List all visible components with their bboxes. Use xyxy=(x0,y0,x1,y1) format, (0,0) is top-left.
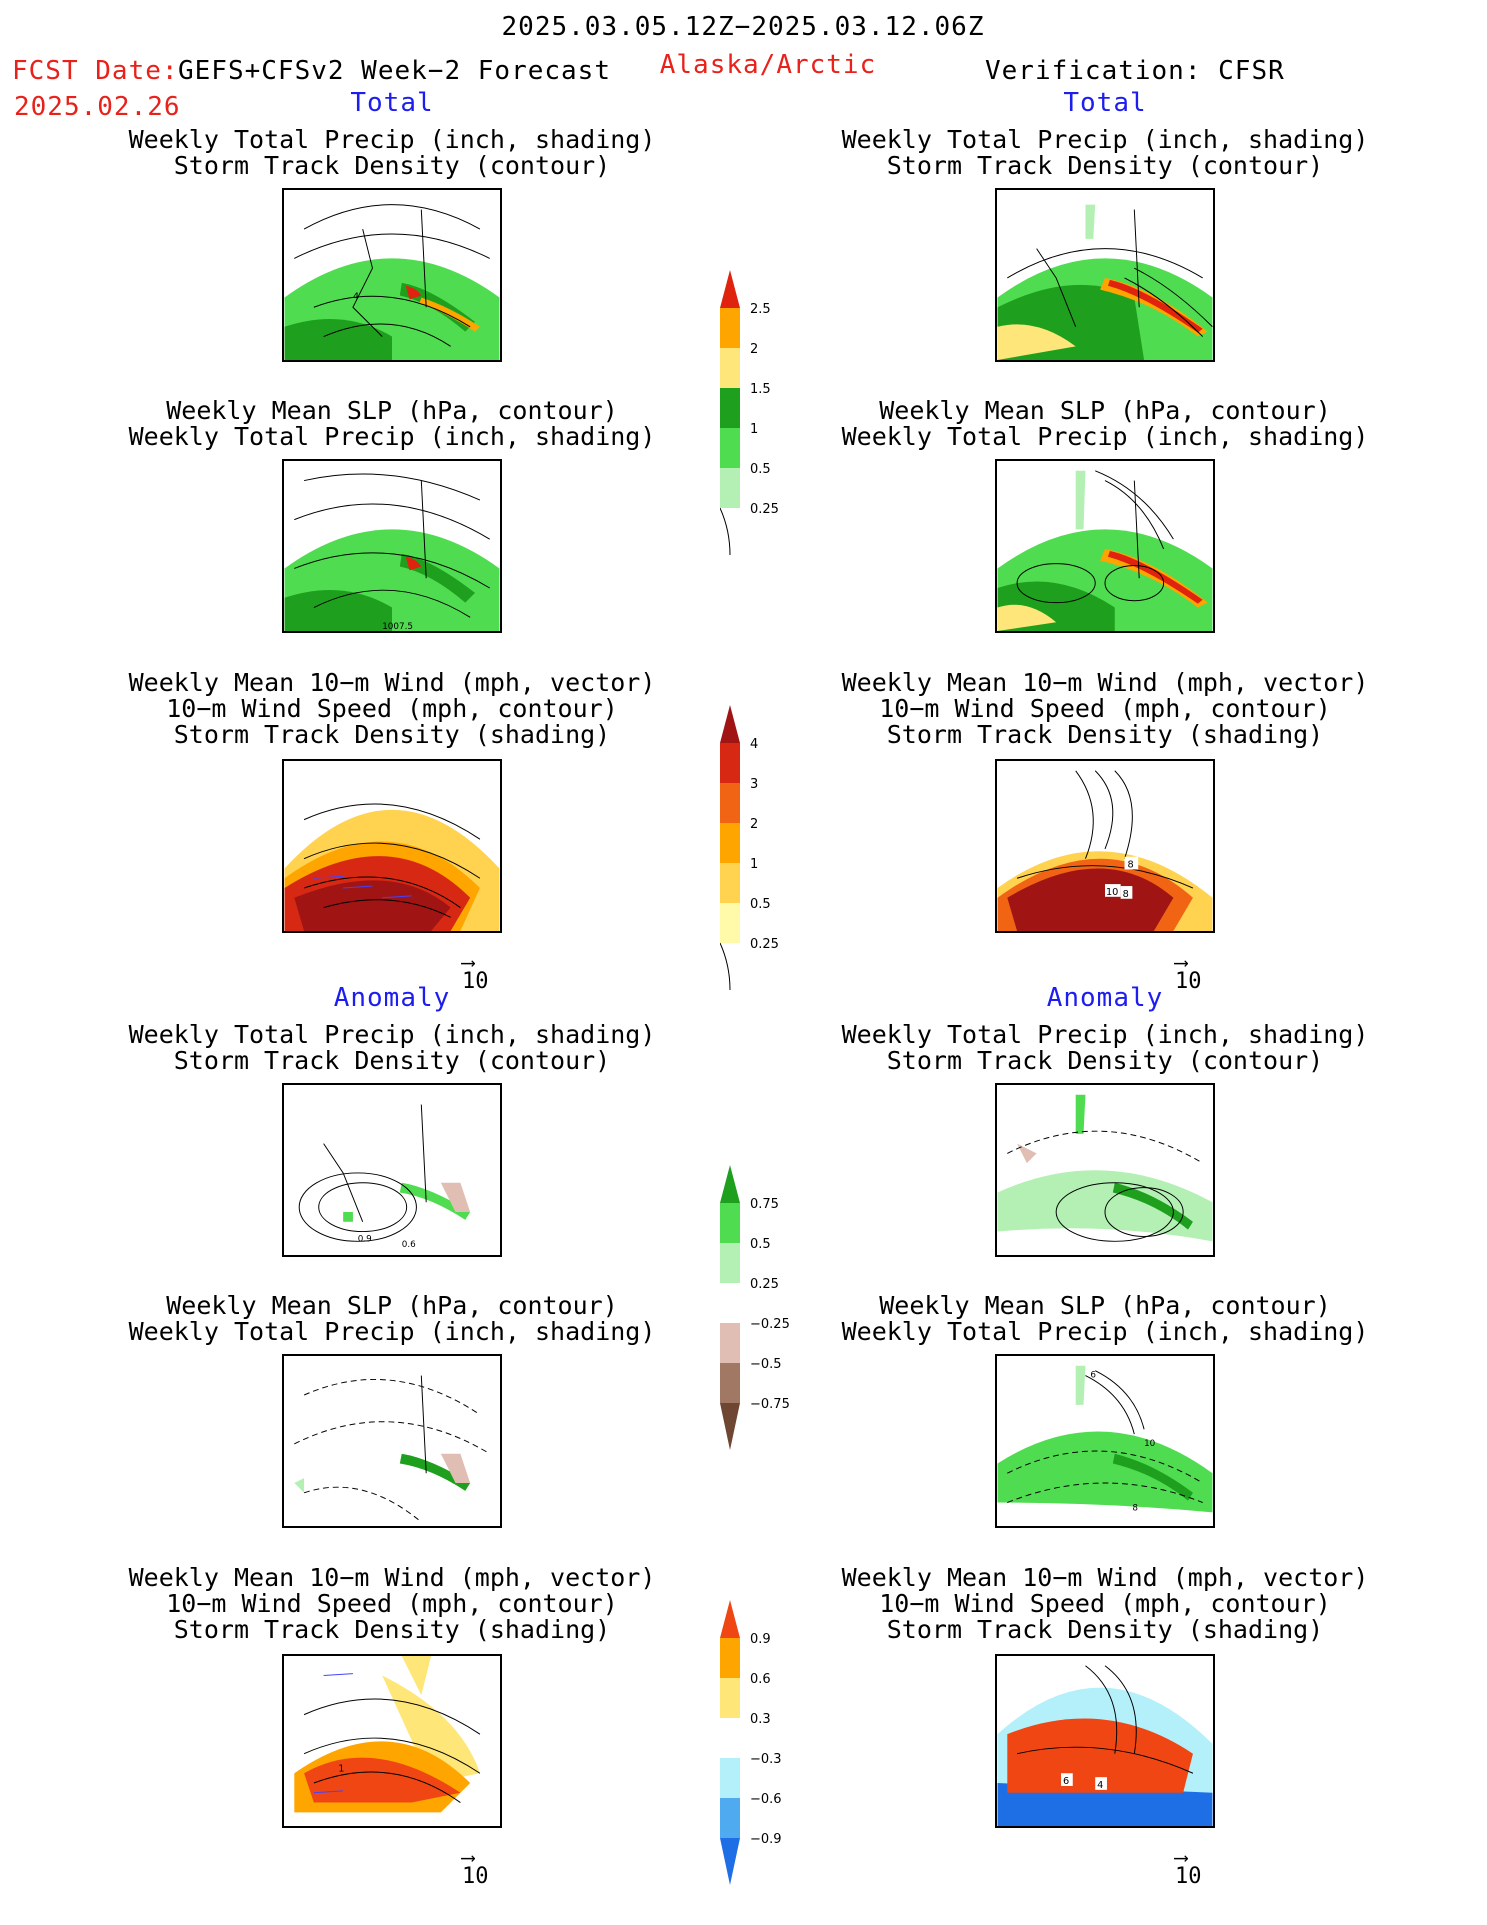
map-obs-anom-precip xyxy=(995,1083,1215,1257)
contour-label: 4 xyxy=(353,291,359,302)
map-fc-anom-precip: 0.9 0.6 xyxy=(282,1083,502,1257)
colorbar-storm-anomaly: 0.9 0.6 0.3 −0.3 −0.6 −0.9 xyxy=(720,1600,810,1885)
map-obs-total-wind: 8 10 8 xyxy=(995,759,1215,933)
right-arrow-icon: ⟶ xyxy=(462,1845,475,1869)
section-anomaly-forecast: Anomaly xyxy=(333,983,451,1013)
contour-label: 1007.5 xyxy=(382,622,413,631)
map-obs-total-precip xyxy=(995,188,1215,362)
fcst-model: GEFS+CFSv2 Week−2 Forecast xyxy=(178,56,611,86)
colorbar-storm: 4 3 2 1 0.5 0.25 xyxy=(720,705,810,990)
verification-label: Verification: CFSR xyxy=(985,56,1285,86)
contour-label: 8 xyxy=(1132,1503,1138,1513)
section-anomaly-verification: Anomaly xyxy=(1046,983,1164,1013)
map-obs-anom-wind: 6 4 xyxy=(995,1654,1215,1828)
section-total-verification: Total xyxy=(1063,88,1147,118)
right-arrow-icon: ⟶ xyxy=(1175,1845,1188,1869)
map-fc-anom-slp xyxy=(282,1354,502,1528)
vector-ref-obs-anom: ⟶ 10 xyxy=(1175,1845,1202,1889)
title-obs-total-wind: Weekly Mean 10−m Wind (mph, vector) 10−m … xyxy=(841,668,1369,749)
title-fc-total-precip: Weekly Total Precip (inch, shading) Storm… xyxy=(128,125,656,180)
contour-label: 4 xyxy=(1097,1780,1103,1791)
title-fc-total-slp: Weekly Mean SLP (hPa, contour) Weekly Tot… xyxy=(128,396,656,451)
title-obs-anom-slp: Weekly Mean SLP (hPa, contour) Weekly Tot… xyxy=(841,1291,1369,1346)
vector-ref-obs-total: ⟶ 10 xyxy=(1175,950,1202,994)
date-range-title: 2025.03.05.12Z−2025.03.12.06Z xyxy=(501,12,985,42)
title-fc-total-wind: Weekly Mean 10−m Wind (mph, vector) 10−m … xyxy=(128,668,656,749)
right-arrow-icon: ⟶ xyxy=(462,950,475,974)
contour-label: 10 xyxy=(1144,1439,1155,1449)
contour-label: 6 xyxy=(1090,1370,1096,1380)
map-fc-total-wind xyxy=(282,759,502,933)
map-fc-total-slp: 1007.5 xyxy=(282,459,502,633)
contour-label: 10 xyxy=(1106,887,1118,898)
contour-label: 8 xyxy=(1123,889,1129,900)
title-obs-total-precip: Weekly Total Precip (inch, shading) Storm… xyxy=(841,125,1369,180)
colorbar-precip-anomaly: 0.75 0.5 0.25 −0.25 −0.5 −0.75 xyxy=(720,1165,810,1450)
region-title: Alaska/Arctic xyxy=(659,50,877,80)
contour-label: 0.9 xyxy=(358,1234,372,1244)
vector-ref-fc-total: ⟶ 10 xyxy=(462,950,489,994)
contour-label: 6 xyxy=(1063,1776,1069,1787)
contour-label: 0.6 xyxy=(402,1240,416,1250)
title-obs-anom-wind: Weekly Mean 10−m Wind (mph, vector) 10−m … xyxy=(841,1563,1369,1644)
title-obs-total-slp: Weekly Mean SLP (hPa, contour) Weekly Tot… xyxy=(841,396,1369,451)
colorbar-precip: 2.5 2 1.5 1 0.5 0.25 xyxy=(720,270,810,555)
contour-label: 1 xyxy=(338,1763,344,1774)
section-total-forecast: Total xyxy=(350,88,434,118)
vector-ref-fc-anom: ⟶ 10 xyxy=(462,1845,489,1889)
map-obs-total-slp xyxy=(995,459,1215,633)
title-fc-anom-precip: Weekly Total Precip (inch, shading) Storm… xyxy=(128,1020,656,1075)
map-fc-anom-wind: 1 xyxy=(282,1654,502,1828)
map-fc-total-precip: 4 xyxy=(282,188,502,362)
title-fc-anom-slp: Weekly Mean SLP (hPa, contour) Weekly Tot… xyxy=(128,1291,656,1346)
contour-label: 8 xyxy=(1127,859,1133,870)
right-arrow-icon: ⟶ xyxy=(1175,950,1188,974)
title-fc-anom-wind: Weekly Mean 10−m Wind (mph, vector) 10−m … xyxy=(128,1563,656,1644)
fcst-date: 2025.02.26 xyxy=(14,92,181,122)
map-obs-anom-slp: 6 10 8 xyxy=(995,1354,1215,1528)
title-obs-anom-precip: Weekly Total Precip (inch, shading) Storm… xyxy=(841,1020,1369,1075)
fcst-date-label: FCST Date: xyxy=(12,56,179,86)
